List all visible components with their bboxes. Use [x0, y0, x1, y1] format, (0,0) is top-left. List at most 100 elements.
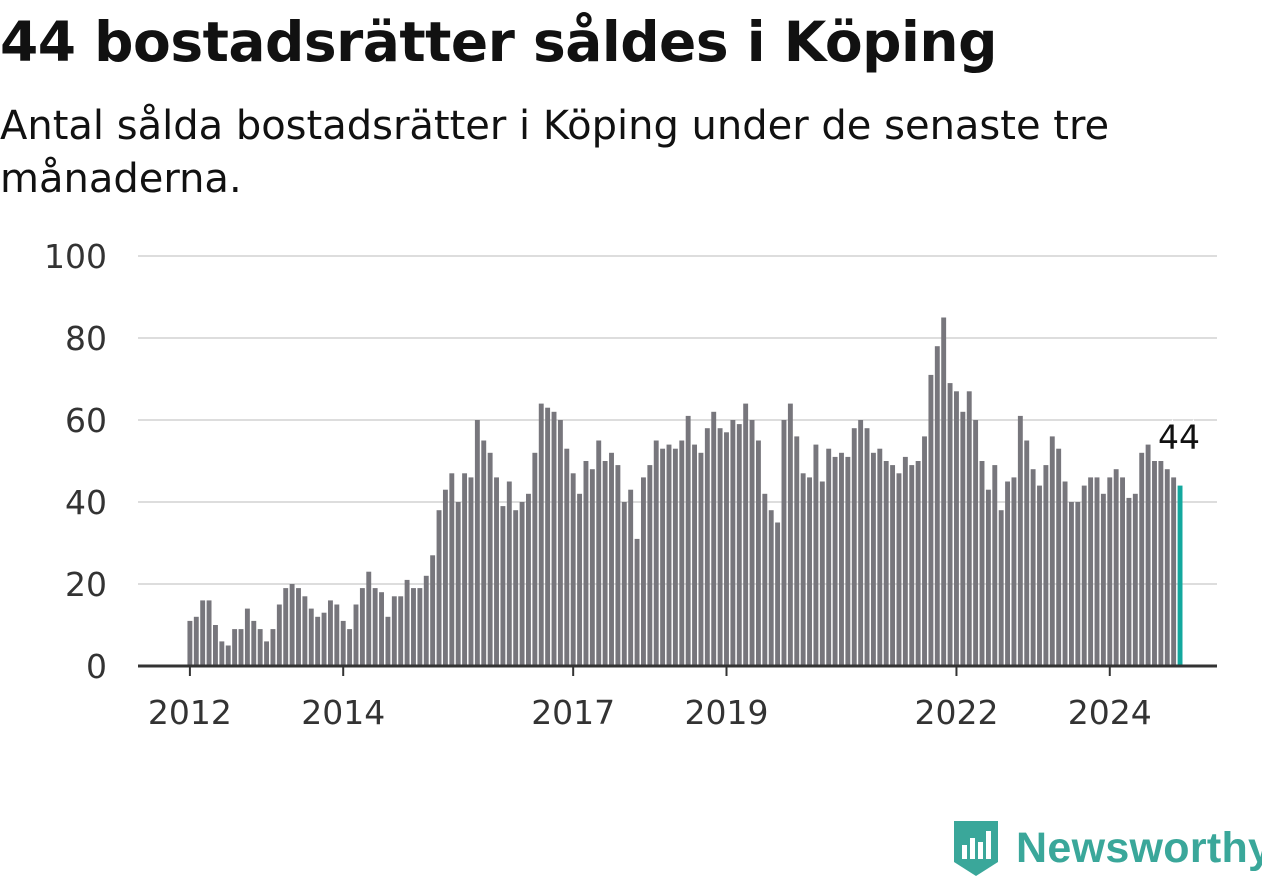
bar	[379, 592, 384, 666]
bar	[813, 444, 819, 666]
bar	[641, 477, 646, 666]
bar	[532, 452, 538, 666]
bar	[1005, 481, 1011, 666]
bar	[257, 629, 263, 666]
bar	[526, 493, 531, 666]
bar	[839, 452, 844, 666]
bar	[1139, 452, 1145, 666]
bar	[506, 481, 512, 666]
bar	[992, 465, 998, 666]
bar	[589, 469, 595, 666]
bar	[577, 493, 583, 666]
bar	[647, 465, 653, 666]
bar	[1081, 485, 1087, 666]
bar	[327, 600, 333, 666]
bar	[653, 440, 659, 666]
bar	[730, 420, 736, 666]
bar	[762, 493, 768, 666]
bar	[404, 579, 410, 666]
bar	[928, 374, 934, 666]
bar	[251, 620, 257, 666]
bar	[193, 616, 199, 666]
bar	[213, 625, 218, 666]
bar	[276, 604, 282, 666]
bar	[238, 629, 244, 666]
bar	[755, 440, 761, 666]
bar	[1132, 493, 1138, 666]
bar	[960, 411, 966, 666]
bar	[449, 473, 455, 666]
bar	[832, 456, 838, 666]
bar	[557, 420, 563, 666]
bar	[1017, 415, 1023, 666]
x-tick-label: 2019	[684, 693, 768, 732]
bar	[1043, 465, 1049, 666]
bar	[692, 444, 697, 666]
bar	[296, 588, 301, 666]
brand-name: Newsworthy	[1016, 823, 1262, 872]
bar	[704, 428, 710, 666]
bar	[596, 440, 602, 666]
chart-subtitle: Antal sålda bostadsrätter i Köping under…	[0, 103, 1110, 202]
bar	[494, 477, 499, 666]
bar	[1113, 469, 1119, 666]
bar	[1126, 497, 1132, 666]
bar	[628, 489, 634, 666]
bar	[468, 477, 474, 666]
y-tick-label: 60	[65, 401, 107, 440]
x-tick-label: 2014	[301, 693, 385, 732]
bar	[787, 403, 793, 666]
x-tick-label: 2022	[914, 693, 998, 732]
bar	[481, 440, 487, 666]
bar	[870, 452, 876, 666]
bar	[1094, 477, 1100, 666]
bar	[366, 571, 372, 666]
bar	[602, 461, 608, 666]
bar	[775, 522, 781, 666]
x-tick-label: 2017	[531, 693, 615, 732]
bar	[609, 452, 614, 666]
bar	[302, 596, 308, 666]
bar	[570, 473, 576, 666]
bar	[232, 629, 238, 666]
bar	[819, 481, 825, 666]
bar	[583, 461, 589, 666]
bar	[340, 620, 346, 666]
bar	[219, 641, 225, 666]
bar	[979, 461, 985, 666]
bar	[200, 600, 206, 666]
bar	[1037, 485, 1042, 666]
bar	[902, 456, 908, 666]
bar	[225, 645, 231, 666]
y-tick-label: 40	[65, 483, 107, 522]
bar	[941, 317, 947, 666]
x-tick-label: 2012	[148, 693, 232, 732]
bar	[781, 420, 787, 666]
bar	[391, 596, 397, 666]
bar	[423, 575, 429, 666]
bar	[308, 608, 314, 666]
bar	[1171, 477, 1177, 666]
bar	[353, 604, 359, 666]
bar	[698, 452, 704, 666]
bar	[954, 391, 959, 666]
highlighted-bar	[1177, 485, 1183, 666]
bar	[966, 391, 972, 666]
bar	[372, 588, 378, 666]
y-tick-label: 80	[65, 319, 107, 358]
bar	[883, 461, 889, 666]
bar	[398, 596, 404, 666]
bar	[334, 604, 340, 666]
bar	[973, 420, 979, 666]
y-tick-label: 100	[44, 237, 107, 276]
bar	[455, 502, 461, 666]
bar	[1030, 469, 1036, 666]
bar	[666, 444, 672, 666]
bar	[1075, 502, 1081, 666]
y-tick-label: 0	[86, 647, 107, 686]
bar	[947, 383, 953, 666]
bar	[864, 428, 870, 666]
bar	[851, 428, 857, 666]
bar	[615, 465, 621, 666]
bar	[800, 473, 806, 666]
